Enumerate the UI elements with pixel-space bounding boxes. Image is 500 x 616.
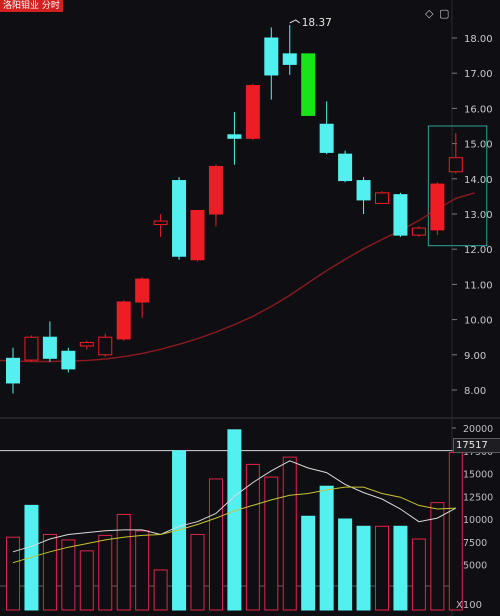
candle-body [116, 301, 131, 340]
volume-bar [42, 533, 57, 611]
volume-bar [264, 476, 279, 611]
volume-ma-short [12, 460, 457, 553]
volume-bar [227, 429, 242, 611]
candle-body [24, 336, 39, 361]
candle-body [42, 336, 57, 359]
candle-body [245, 85, 260, 139]
volume-bar [393, 525, 408, 611]
volume-bar [448, 452, 463, 611]
volume-bar [356, 525, 371, 611]
candle-body [338, 153, 353, 182]
price-tick-label: 13.00 [464, 210, 493, 221]
volume-ma-long [12, 486, 456, 564]
candle-body [153, 220, 168, 226]
candle-body [430, 183, 445, 231]
volume-bar [79, 550, 94, 611]
candle-body [61, 350, 76, 370]
candle-body [6, 357, 20, 384]
candle-body [301, 53, 316, 116]
volume-bar [98, 534, 113, 611]
volume-bar [208, 478, 223, 611]
price-tick-label: 11.00 [464, 280, 493, 291]
candle-body [282, 53, 297, 65]
volume-bar [338, 518, 353, 611]
candle-body [79, 341, 94, 347]
selection-box [427, 125, 488, 247]
volume-tick-label: 20000 [463, 424, 493, 435]
volume-tick-label: 12500 [463, 492, 493, 503]
volume-tick-label: 10000 [463, 515, 493, 526]
volume-bar [282, 456, 297, 611]
price-tick-label: 10.00 [464, 316, 493, 327]
price-tick-label: 9.00 [464, 351, 486, 362]
volume-tick-label: 7500 [463, 538, 487, 549]
candle-body [375, 192, 389, 204]
volume-bar [245, 463, 260, 611]
candle-body [227, 134, 242, 139]
price-tick-label: 17.00 [464, 69, 493, 80]
price-tick-label: 16.00 [464, 104, 493, 115]
current-volume-badge: 17517 [453, 438, 500, 453]
square-icon[interactable]: ▢ [439, 7, 450, 20]
volume-tick-label: 15000 [463, 470, 493, 481]
candle-body [264, 37, 279, 76]
candle-body [190, 209, 205, 261]
candle-body [172, 180, 187, 257]
price-tick-label: 8.00 [464, 386, 486, 397]
candle-body [98, 336, 113, 356]
stock-tag: 洛阳钼业 分时 [0, 0, 63, 12]
volume-bar [153, 569, 168, 611]
price-tick-label: 14.00 [464, 175, 493, 186]
volume-bar [375, 525, 389, 611]
price-tick-label: 18.00 [464, 34, 493, 45]
diamond-icon[interactable]: ◇ [425, 7, 434, 20]
candle-body [208, 165, 223, 215]
volume-unit-label: X100 [456, 600, 482, 611]
volume-bar [319, 485, 334, 611]
high-price-label: 18.37 [302, 17, 332, 29]
volume-bar [190, 533, 205, 611]
volume-bar [116, 513, 131, 611]
candle-body [356, 180, 371, 201]
volume-bar [411, 538, 426, 611]
volume-bar [135, 530, 150, 611]
price-tick-label: 12.00 [464, 245, 493, 256]
volume-bar [430, 502, 445, 611]
candle-body [448, 157, 463, 173]
price-tick-label: 15.00 [464, 140, 493, 151]
candle-body [319, 123, 334, 153]
candle-body [411, 227, 426, 236]
volume-bar [6, 536, 20, 611]
volume-bar [61, 539, 76, 611]
volume-tick-label: 5000 [463, 561, 487, 572]
candle-body [135, 278, 150, 303]
high-marker-arrow [289, 19, 301, 24]
volume-bar [301, 515, 316, 611]
candle-body [393, 194, 408, 236]
